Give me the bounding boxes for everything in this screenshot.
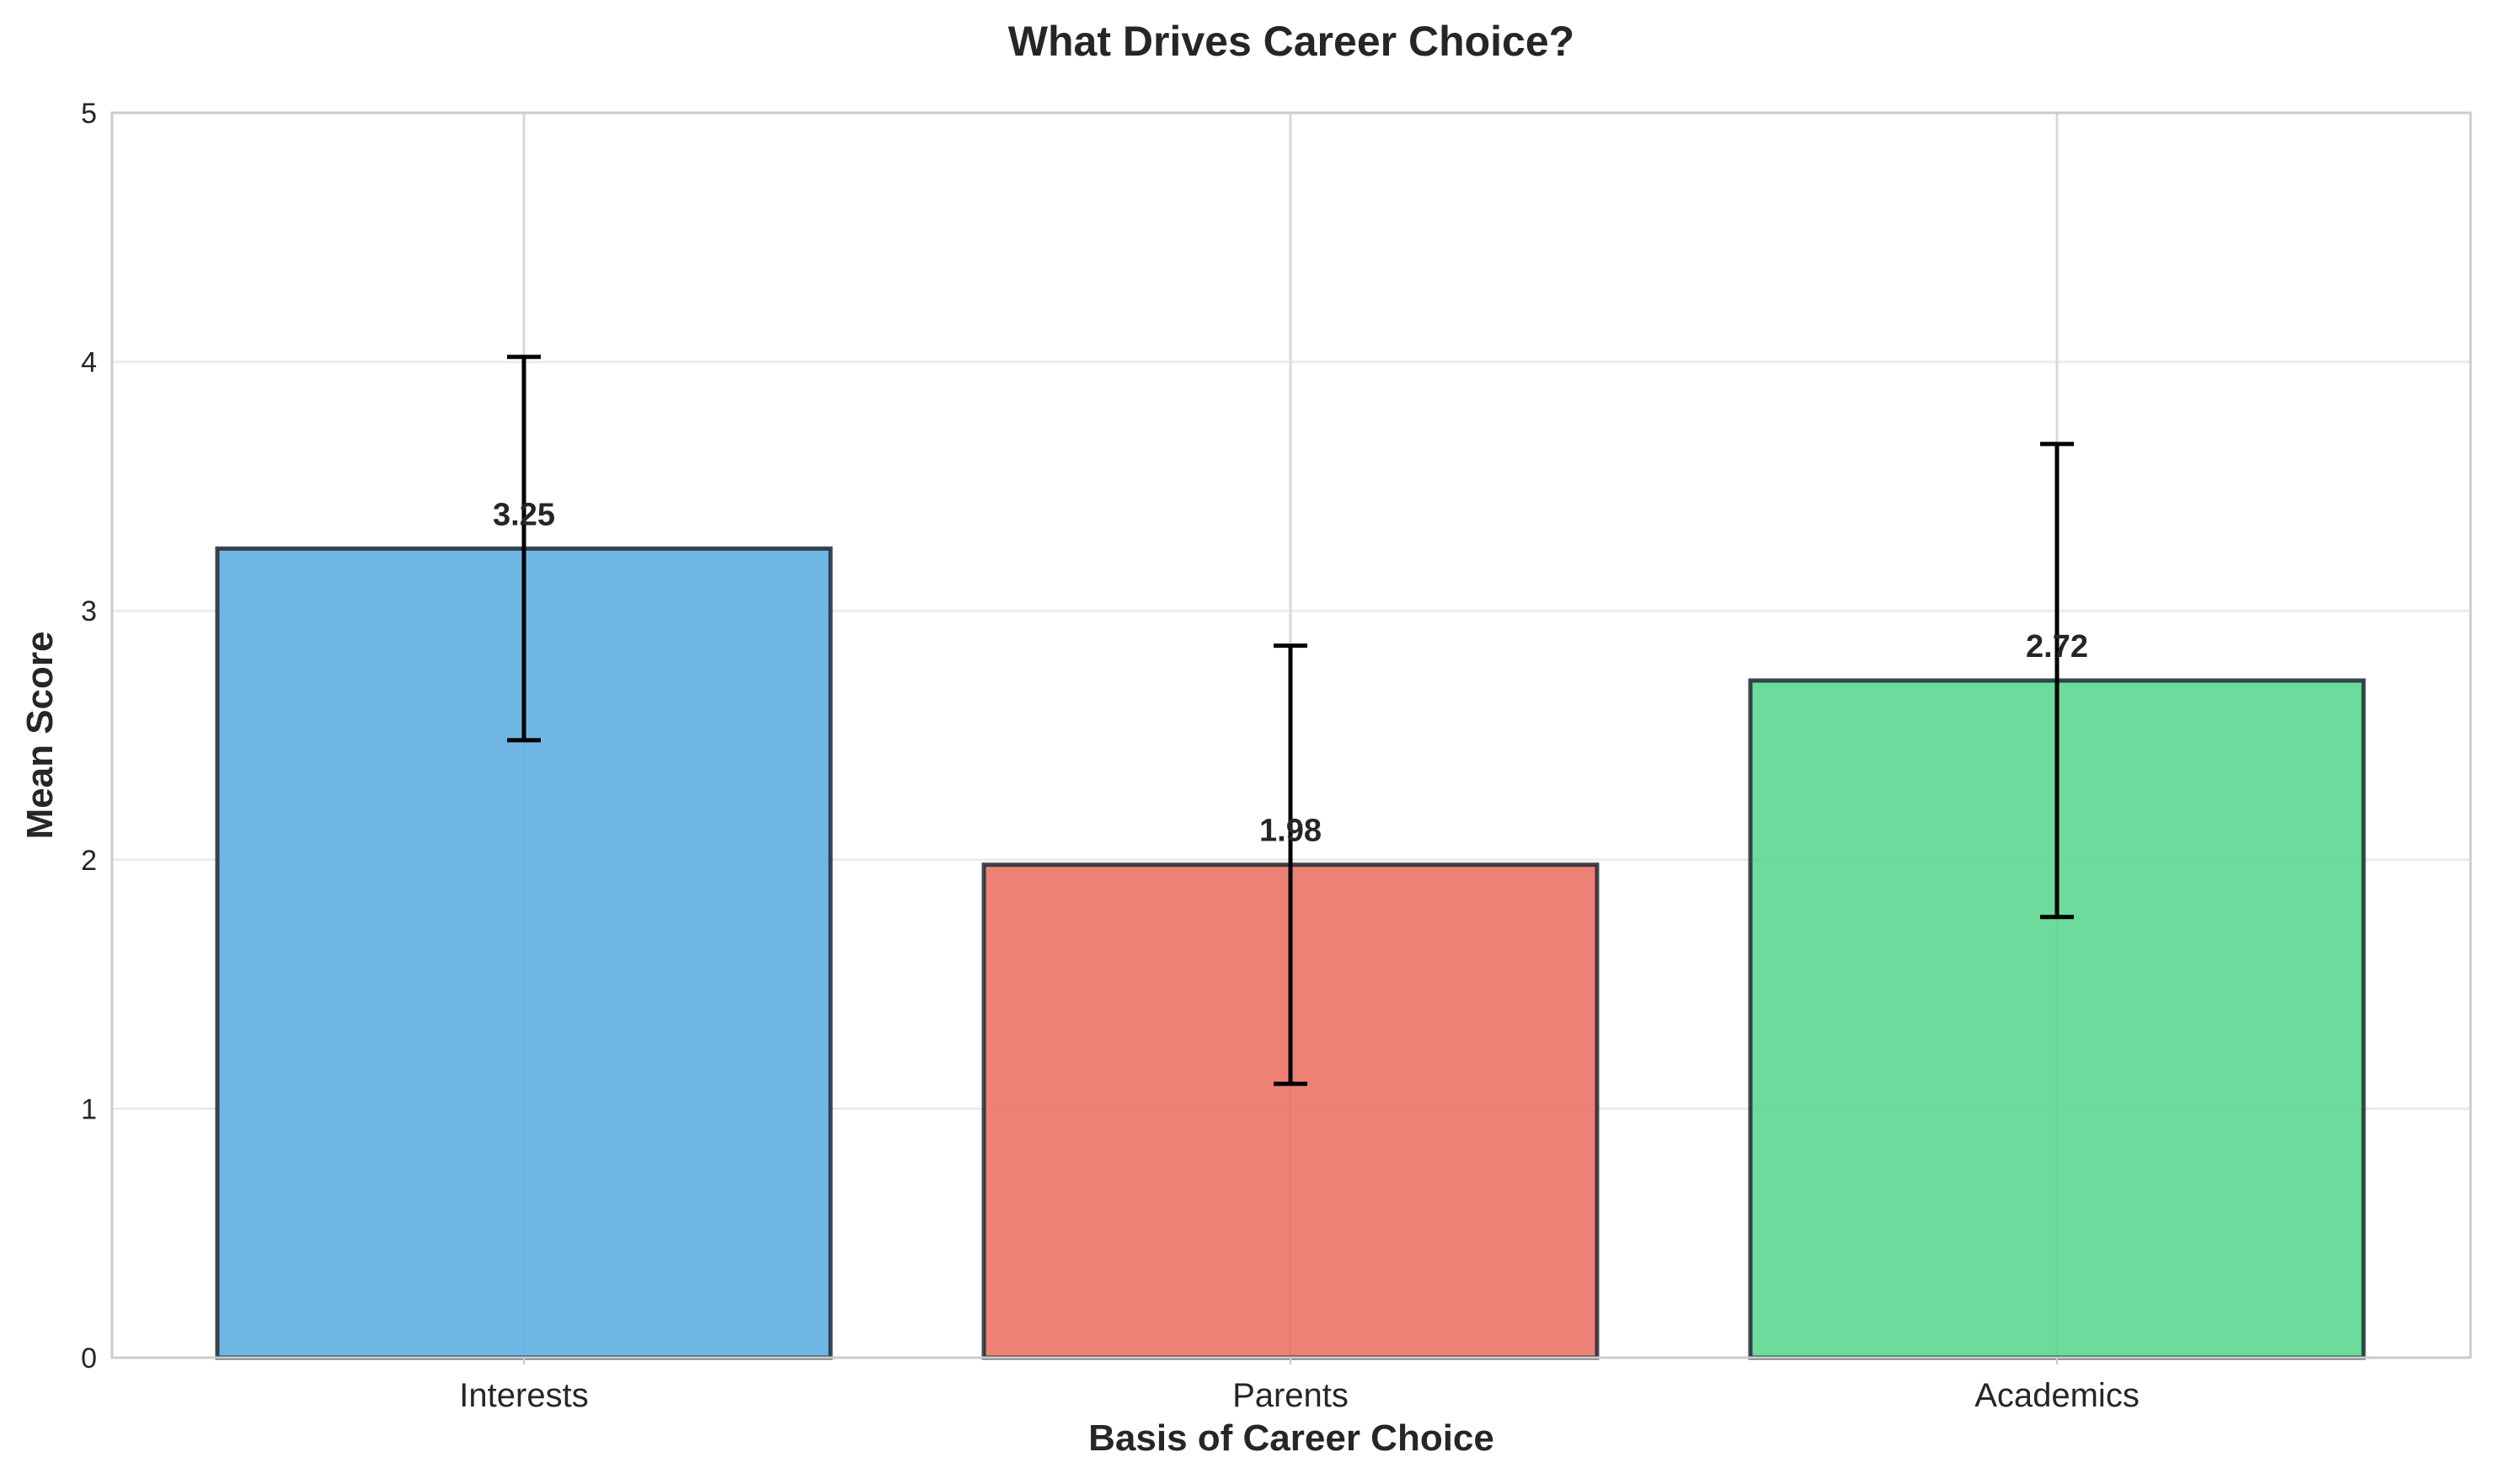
y-tick-label: 4 (81, 347, 97, 379)
x-axis-ticks: Interests Parents Academics (459, 1358, 2140, 1414)
x-tick-label: Interests (459, 1377, 588, 1414)
y-tick-label: 2 (81, 845, 97, 877)
value-labels: 3.25 1.98 2.72 (493, 497, 2088, 848)
value-label: 2.72 (2026, 629, 2088, 665)
y-tick-label: 1 (81, 1093, 97, 1125)
y-axis-ticks: 0 1 2 3 4 5 (81, 98, 97, 1375)
x-tick-label: Parents (1232, 1377, 1349, 1414)
y-tick-label: 0 (81, 1343, 97, 1375)
value-label: 1.98 (1259, 814, 1322, 849)
chart-title: What Drives Career Choice? (1008, 18, 1574, 65)
error-bars (507, 355, 2074, 1086)
value-label: 3.25 (493, 497, 555, 532)
x-axis-label: Basis of Career Choice (1088, 1417, 1494, 1459)
y-tick-label: 5 (81, 98, 97, 130)
y-tick-label: 3 (81, 595, 97, 627)
x-tick-label: Academics (1974, 1377, 2140, 1414)
y-axis-label: Mean Score (19, 632, 61, 840)
